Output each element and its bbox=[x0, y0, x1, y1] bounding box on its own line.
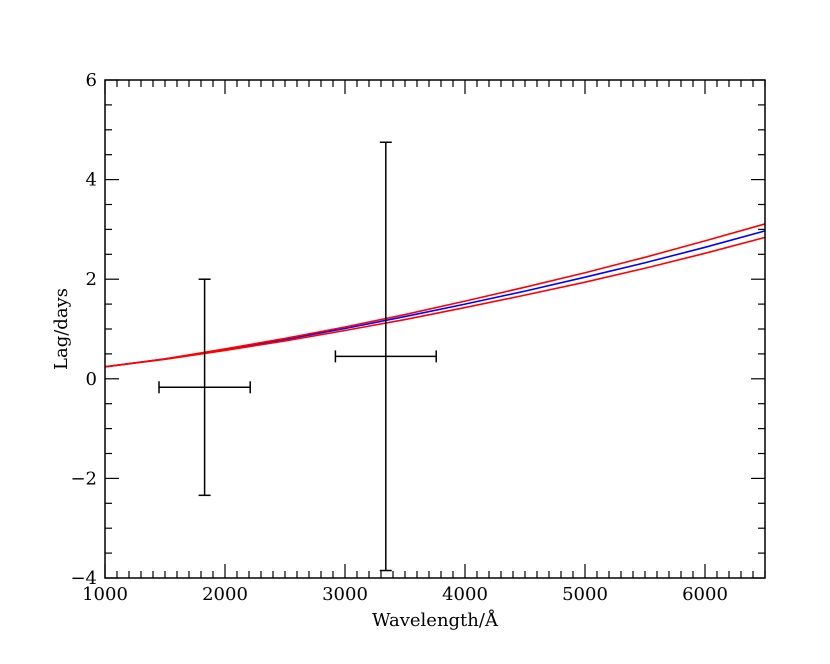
y-tick-label: 2 bbox=[86, 269, 97, 290]
y-axis-title: Lag/days bbox=[51, 288, 72, 370]
series-line bbox=[104, 223, 766, 368]
axis-ticks bbox=[104, 79, 766, 579]
series-line bbox=[104, 236, 766, 368]
x-tick-label: 5000 bbox=[562, 584, 608, 605]
x-tick-label: 1000 bbox=[82, 584, 128, 605]
y-tick-label: −4 bbox=[70, 568, 97, 589]
y-tick-label: 4 bbox=[86, 170, 97, 191]
x-tick-label: 3000 bbox=[322, 584, 368, 605]
y-tick-label: −2 bbox=[70, 468, 97, 489]
tick-labels: 1000 2000 3000 4000 5000 6000 −4 −2 0 2 4 6 bbox=[70, 70, 727, 605]
x-axis-title: Wavelength/Å bbox=[372, 609, 499, 631]
x-tick-label: 2000 bbox=[202, 584, 248, 605]
y-tick-label: 6 bbox=[86, 70, 97, 91]
plot-frame bbox=[104, 79, 766, 579]
error-bars bbox=[158, 141, 437, 572]
y-tick-label: 0 bbox=[86, 369, 97, 390]
plot-series bbox=[104, 223, 766, 368]
x-tick-label: 4000 bbox=[442, 584, 488, 605]
x-tick-label: 6000 bbox=[682, 584, 728, 605]
